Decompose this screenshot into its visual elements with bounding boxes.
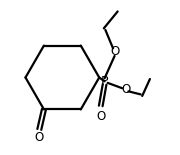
Text: O: O	[96, 110, 105, 123]
Text: O: O	[35, 131, 44, 144]
Text: O: O	[110, 45, 119, 58]
Text: O: O	[122, 83, 131, 96]
Text: P: P	[101, 75, 108, 88]
